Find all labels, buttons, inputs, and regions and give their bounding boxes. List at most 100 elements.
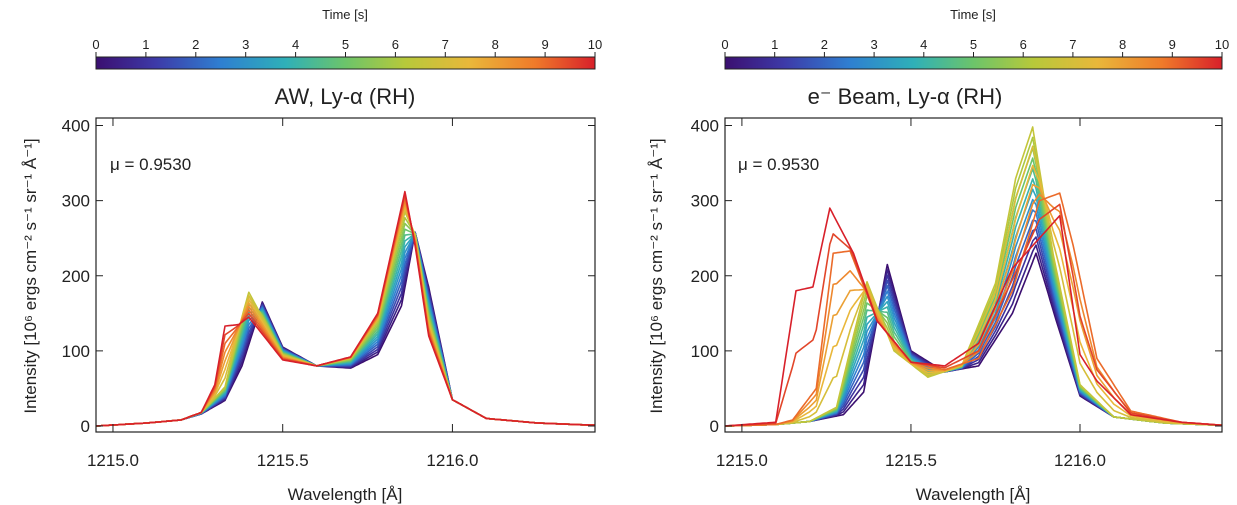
colorbar-tick-label: 0 bbox=[721, 37, 728, 52]
colorbar-tick-label: 0 bbox=[92, 37, 99, 52]
series-line bbox=[95, 232, 596, 427]
x-ticks: 1215.0 1215.5 1216.0 bbox=[716, 118, 1106, 470]
y-tick-label: 200 bbox=[691, 267, 719, 286]
y-tick-label: 200 bbox=[62, 267, 90, 286]
series-group bbox=[724, 126, 1223, 427]
x-axis-label: Wavelength [Å] bbox=[916, 485, 1031, 504]
y-tick-label: 100 bbox=[62, 342, 90, 361]
colorbar-tick-label: 2 bbox=[821, 37, 828, 52]
mu-annotation: μ = 0.9530 bbox=[110, 155, 191, 174]
series-line bbox=[95, 231, 596, 427]
y-tick-label: 400 bbox=[62, 117, 90, 136]
series-line bbox=[95, 211, 596, 427]
y-axis-label-text: Intensity [10⁶ ergs cm⁻² s⁻¹ sr⁻¹ Å⁻¹] bbox=[21, 138, 40, 413]
series-line bbox=[724, 188, 1223, 427]
series-line bbox=[724, 178, 1223, 427]
x-tick-label: 1215.0 bbox=[716, 451, 768, 470]
series-line bbox=[724, 236, 1223, 427]
y-axis-label: Intensity [10⁶ ergs cm⁻² s⁻¹ sr⁻¹ Å⁻¹] bbox=[21, 138, 40, 413]
y-axis-label-text: Intensity [10⁶ ergs cm⁻² s⁻¹ sr⁻¹ Å⁻¹] bbox=[647, 138, 666, 413]
colorbar-tick-label: 4 bbox=[920, 37, 927, 52]
x-tick-label: 1216.0 bbox=[1054, 451, 1106, 470]
series-line bbox=[95, 193, 596, 427]
colorbar-tick-label: 2 bbox=[192, 37, 199, 52]
plot-frame bbox=[724, 117, 1223, 433]
chart-title: e⁻ Beam, Ly-α (RH) bbox=[808, 84, 1003, 109]
colorbar bbox=[95, 56, 596, 70]
colorbar-tick-label: 10 bbox=[1215, 37, 1229, 52]
series-line bbox=[95, 205, 596, 427]
colorbar-tick-label: 8 bbox=[1119, 37, 1126, 52]
series-line bbox=[724, 203, 1223, 427]
series-line bbox=[95, 232, 596, 427]
x-tick-label: 1215.0 bbox=[87, 451, 139, 470]
series-line bbox=[724, 207, 1223, 427]
series-line bbox=[724, 209, 1223, 427]
colorbar-ticks: 0 1 2 3 4 5 6 7 8 9 10 bbox=[92, 37, 602, 57]
colorbar bbox=[724, 56, 1223, 70]
series-line bbox=[95, 232, 596, 427]
series-line bbox=[724, 167, 1223, 427]
series-line bbox=[95, 202, 596, 427]
colorbar-label: Time [s] bbox=[950, 7, 996, 22]
y-ticks: 0 100 200 300 400 bbox=[62, 117, 595, 436]
colorbar-tick-label: 10 bbox=[588, 37, 602, 52]
series-line bbox=[724, 164, 1223, 427]
mu-annotation: μ = 0.9530 bbox=[738, 155, 819, 174]
series-line bbox=[724, 157, 1223, 427]
y-tick-label: 300 bbox=[62, 192, 90, 211]
x-tick-label: 1215.5 bbox=[885, 451, 937, 470]
x-tick-label: 1216.0 bbox=[426, 451, 478, 470]
plot-frame bbox=[95, 117, 596, 433]
series-line bbox=[724, 219, 1223, 427]
series-line bbox=[724, 145, 1223, 427]
y-ticks: 0 100 200 300 400 bbox=[691, 117, 1222, 436]
series-line bbox=[95, 232, 596, 427]
series-line bbox=[724, 126, 1223, 427]
colorbar-tick-label: 1 bbox=[771, 37, 778, 52]
colorbar-tick-label: 9 bbox=[1169, 37, 1176, 52]
y-tick-label: 400 bbox=[691, 117, 719, 136]
colorbar-tick-label: 5 bbox=[342, 37, 349, 52]
series-line bbox=[724, 193, 1223, 427]
colorbar-tick-label: 3 bbox=[242, 37, 249, 52]
x-ticks: 1215.0 1215.5 1216.0 bbox=[87, 118, 478, 470]
series-line bbox=[95, 222, 596, 427]
series-line bbox=[95, 216, 596, 427]
colorbar-tick-label: 7 bbox=[442, 37, 449, 52]
series-line bbox=[724, 147, 1223, 427]
x-axis-label: Wavelength [Å] bbox=[288, 485, 403, 504]
colorbar-tick-label: 7 bbox=[1069, 37, 1076, 52]
colorbar-label: Time [s] bbox=[322, 7, 368, 22]
series-line bbox=[724, 183, 1223, 427]
chart-right: Time [s] 0 1 2 3 4 5 6 7 8 9 10 e⁻ Beam, Ly-α (RH)… bbox=[647, 7, 1229, 504]
series-line bbox=[95, 228, 596, 427]
chart-left: Time [s] 0 1 2 3 4 5 6 7 8 9 10 AW, Ly-α (RH) Inte… bbox=[21, 7, 602, 504]
chart-title: AW, Ly-α (RH) bbox=[275, 84, 416, 109]
y-tick-label: 0 bbox=[81, 417, 90, 436]
series-line bbox=[95, 190, 596, 427]
y-axis-label: Intensity [10⁶ ergs cm⁻² s⁻¹ sr⁻¹ Å⁻¹] bbox=[647, 138, 666, 413]
colorbar-tick-label: 3 bbox=[870, 37, 877, 52]
y-tick-label: 0 bbox=[710, 417, 719, 436]
series-line bbox=[95, 199, 596, 427]
y-tick-label: 300 bbox=[691, 192, 719, 211]
colorbar-tick-label: 6 bbox=[1020, 37, 1027, 52]
series-group bbox=[95, 190, 596, 427]
colorbar-tick-label: 1 bbox=[142, 37, 149, 52]
series-line bbox=[724, 198, 1223, 427]
series-line bbox=[95, 231, 596, 427]
series-line bbox=[95, 232, 596, 427]
series-line bbox=[724, 228, 1223, 427]
series-line bbox=[95, 231, 596, 427]
series-line bbox=[95, 232, 596, 427]
series-line bbox=[724, 192, 1223, 427]
colorbar-tick-label: 5 bbox=[970, 37, 977, 52]
colorbar-tick-label: 6 bbox=[392, 37, 399, 52]
series-line bbox=[95, 196, 596, 427]
colorbar-tick-label: 9 bbox=[541, 37, 548, 52]
colorbar-tick-label: 4 bbox=[292, 37, 299, 52]
series-line bbox=[95, 231, 596, 427]
colorbar-tick-label: 8 bbox=[492, 37, 499, 52]
